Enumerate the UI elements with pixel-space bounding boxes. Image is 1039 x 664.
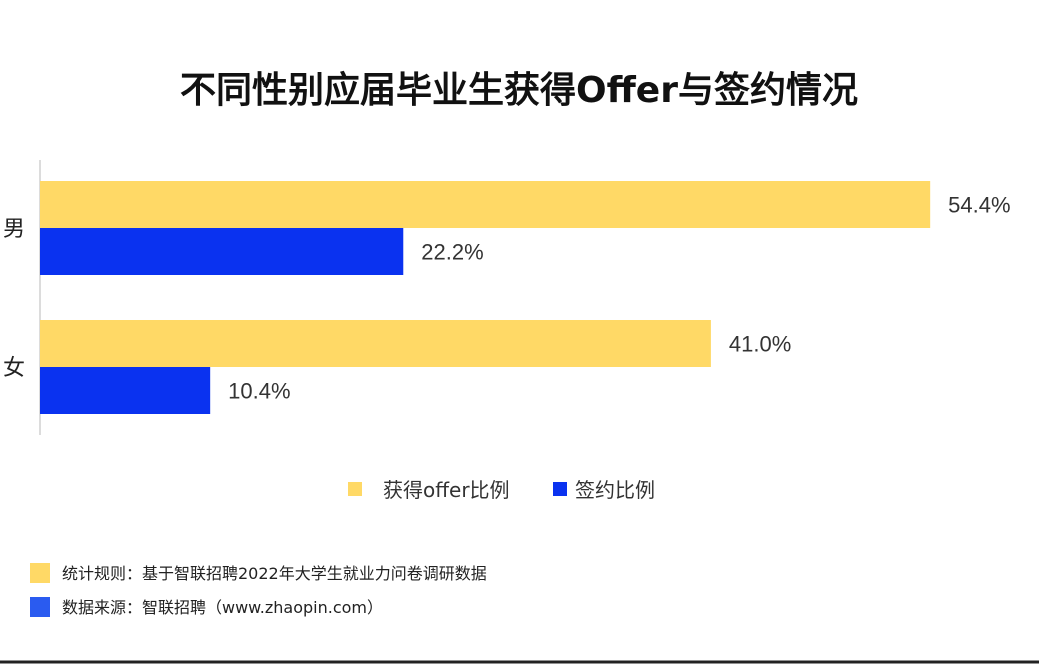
data-label: 10.4% xyxy=(228,379,290,404)
footnote-text: 统计规则：基于智联招聘2022年大学生就业力问卷调研数据 xyxy=(62,564,487,583)
data-label: 22.2% xyxy=(421,240,483,265)
legend-label: 获得offer比例 xyxy=(383,478,510,502)
labels-layer: 54.4% 22.2% 男 41.0% 10.4% 女 xyxy=(3,193,1011,404)
legend-swatch xyxy=(553,482,567,496)
data-label: 41.0% xyxy=(729,332,791,357)
bar-signed-1 xyxy=(40,367,211,414)
category-label: 男 xyxy=(3,217,25,242)
legend-label: 签约比例 xyxy=(575,478,655,502)
chart-title: 不同性别应届毕业生获得Offer与签约情况 xyxy=(180,70,858,111)
footnotes: 统计规则：基于智联招聘2022年大学生就业力问卷调研数据数据来源：智联招聘（ww… xyxy=(30,563,487,617)
legend: 获得offer比例 签约比例 xyxy=(348,478,655,502)
footnote-text: 数据来源：智联招聘（www.zhaopin.com） xyxy=(62,598,383,617)
category-label: 女 xyxy=(3,356,25,381)
bar-signed-0 xyxy=(40,228,404,275)
footnote-swatch xyxy=(30,563,50,583)
bars-layer xyxy=(40,181,931,414)
legend-swatch xyxy=(348,482,362,496)
footnote-swatch xyxy=(30,597,50,617)
bar-offer-1 xyxy=(40,320,711,367)
bar-offer-0 xyxy=(40,181,931,228)
data-label: 54.4% xyxy=(948,193,1010,218)
